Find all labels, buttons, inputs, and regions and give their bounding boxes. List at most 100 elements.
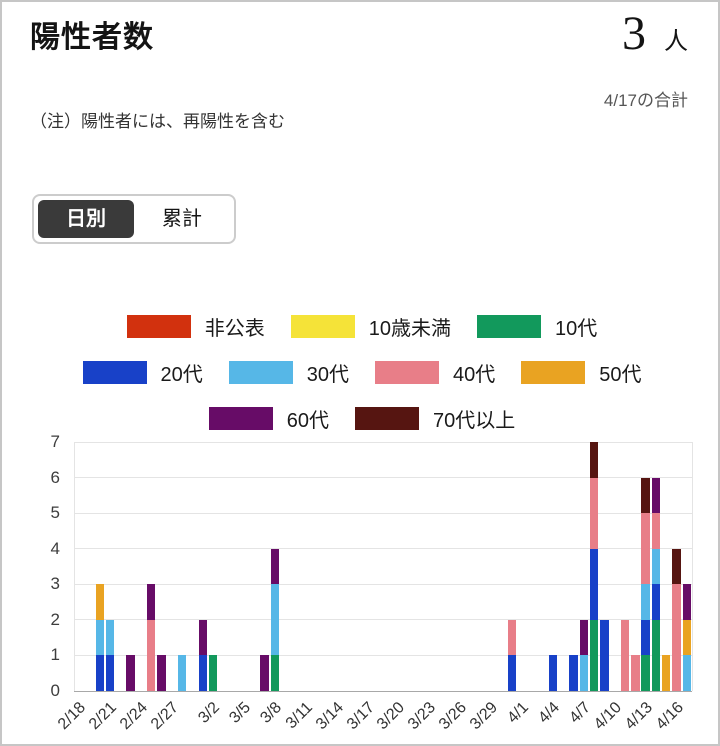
bar-segment-30代 [105, 619, 115, 656]
legend-label: 10歳未満 [368, 318, 451, 340]
total-count-value: 3 [622, 7, 646, 60]
bar-segment-20代 [548, 655, 558, 691]
bar-3/2[interactable] [208, 655, 218, 691]
legend-label: 非公表 [204, 318, 265, 340]
x-axis-baseline [74, 690, 692, 692]
page-title: 陽性者数 [30, 21, 154, 54]
legend-swatch-icon [290, 315, 355, 338]
bar-2/21[interactable] [105, 619, 115, 691]
legend-item-20代: 20代 [82, 358, 203, 387]
legend-swatch-icon [477, 315, 541, 338]
bar-segment-60代 [579, 619, 589, 656]
legend-label: 20代 [160, 364, 203, 386]
bar-segment-60代 [270, 548, 280, 585]
bar-segment-60代 [260, 655, 269, 691]
bar-4/15[interactable] [662, 655, 671, 691]
y-axis-tick-label: 7 [50, 432, 60, 451]
bar-segment-40代 [147, 619, 156, 691]
legend-label: 60代 [286, 410, 329, 432]
bar-4/6[interactable] [569, 655, 578, 691]
y-axis-tick-label: 4 [50, 538, 60, 558]
bar-segment-60代 [157, 655, 166, 691]
bar-4/14[interactable] [651, 477, 661, 691]
legend-swatch-icon [355, 407, 419, 430]
bar-segment-30代 [95, 619, 104, 656]
bar-segment-30代 [270, 584, 280, 656]
bar-2/26[interactable] [157, 655, 166, 691]
bar-4/12[interactable] [631, 655, 640, 691]
legend-item-40代: 40代 [375, 358, 495, 387]
y-axis-tick-label: 2 [50, 609, 60, 629]
bar-3/8[interactable] [270, 548, 280, 691]
bar-segment-30代 [177, 655, 187, 691]
bar-segment-20代 [651, 584, 661, 620]
bar-segment-30代 [682, 655, 692, 691]
y-axis-line [73, 442, 75, 691]
legend-swatch-icon [126, 315, 191, 338]
gridline [74, 583, 692, 585]
bar-segment-50代 [95, 584, 104, 620]
legend-label: 10代 [555, 318, 598, 340]
bar-segment-20代 [569, 655, 578, 691]
bar-4/4[interactable] [548, 655, 558, 691]
bar-segment-50代 [682, 619, 692, 656]
bar-4/13[interactable] [641, 477, 650, 691]
bar-3/31[interactable] [507, 619, 516, 691]
bar-segment-30代 [579, 655, 589, 691]
bar-segment-20代 [600, 619, 609, 691]
bar-segment-20代 [105, 655, 115, 691]
bar-segment-40代 [620, 619, 630, 691]
bar-segment-20代 [198, 655, 207, 691]
bar-segment-60代 [126, 655, 135, 691]
legend-item-50代: 50代 [521, 358, 642, 387]
bar-segment-60代 [198, 619, 207, 656]
y-axis-tick-label: 3 [50, 574, 60, 594]
legend-swatch-icon [521, 361, 586, 384]
bar-4/11[interactable] [620, 619, 630, 691]
legend-swatch-icon [375, 361, 439, 384]
bar-2/20[interactable] [95, 584, 104, 691]
legend-row: 非公表 10歳未満 10代 [126, 312, 598, 341]
legend-swatch-icon [208, 407, 273, 430]
bar-3/1[interactable] [198, 619, 207, 691]
y-axis-tick-label: 1 [50, 645, 60, 665]
tab-daily[interactable]: 日別 [38, 200, 134, 238]
legend-label: 70代以上 [433, 410, 516, 432]
total-count-unit: 人 [664, 29, 688, 55]
bar-segment-10代 [651, 619, 661, 691]
bar-4/16[interactable] [672, 548, 681, 691]
bar-4/9[interactable] [600, 619, 609, 691]
bar-3/7[interactable] [260, 655, 269, 691]
gridline [74, 619, 692, 621]
bar-segment-40代 [631, 655, 640, 691]
bar-segment-40代 [507, 619, 516, 656]
legend-item-60代: 60代 [208, 404, 329, 433]
gridline [74, 477, 692, 479]
tab-cumulative[interactable]: 累計 [134, 200, 230, 238]
bar-segment-20代 [95, 655, 104, 691]
view-toggle: 日別 累計 [32, 194, 236, 244]
bar-2/23[interactable] [126, 655, 135, 691]
gridline [74, 548, 692, 550]
legend-label: 50代 [599, 364, 642, 386]
bar-segment-10代 [589, 619, 599, 691]
bar-segment-70代以上 [672, 548, 681, 585]
gridline [74, 654, 692, 656]
bar-segment-60代 [147, 584, 156, 620]
bar-segment-30代 [651, 548, 661, 585]
bar-2/25[interactable] [147, 584, 156, 691]
total-count: 3 人 [622, 6, 688, 61]
bar-2/28[interactable] [177, 655, 187, 691]
gridline [74, 512, 692, 514]
chart-legend: 非公表 10歳未満 10代 20代 30代 40代 50代 60代 70代以上 [2, 312, 718, 433]
bar-segment-70代以上 [589, 442, 599, 478]
bar-4/7[interactable] [579, 619, 589, 691]
bar-segment-70代以上 [641, 477, 650, 514]
bar-4/8[interactable] [589, 442, 599, 691]
bar-segment-20代 [507, 655, 516, 691]
legend-item-70代以上: 70代以上 [355, 404, 515, 433]
legend-row: 20代 30代 40代 50代 [82, 358, 642, 387]
bar-4/17[interactable] [682, 584, 692, 691]
bar-segment-10代 [208, 655, 218, 691]
